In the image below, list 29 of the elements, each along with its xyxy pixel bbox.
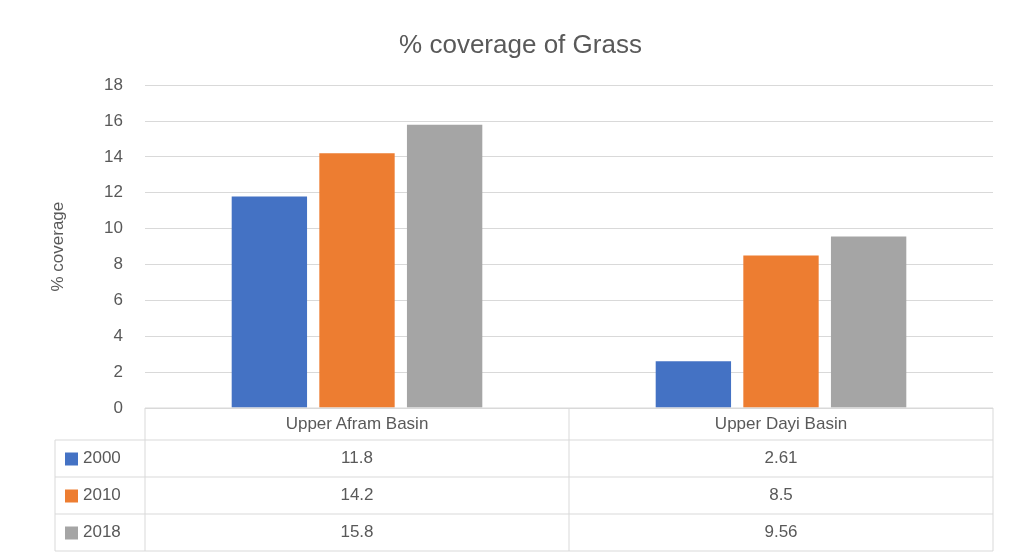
data-label: 2.61 xyxy=(764,448,798,468)
chart-title: % coverage of Grass xyxy=(399,28,642,59)
legend-label: 2000 xyxy=(83,448,121,468)
y-tick-label: 16 xyxy=(104,110,123,130)
data-label: 8.5 xyxy=(769,485,793,505)
y-tick-label: 10 xyxy=(104,218,123,238)
legend-label: 2010 xyxy=(83,485,121,505)
data-label: 9.56 xyxy=(764,522,798,542)
bar xyxy=(406,124,483,408)
bar xyxy=(655,361,732,408)
y-tick-label: 14 xyxy=(104,146,123,166)
y-tick-label: 4 xyxy=(113,325,123,345)
data-label: 11.8 xyxy=(341,448,373,468)
bar xyxy=(830,236,907,408)
legend-label: 2018 xyxy=(83,522,121,542)
y-axis-title: % coverage xyxy=(47,201,67,292)
data-label: 15.8 xyxy=(340,522,374,542)
bar xyxy=(743,255,819,408)
data-label: 14.2 xyxy=(340,485,374,505)
bar xyxy=(231,196,308,408)
y-tick-label: 0 xyxy=(113,397,123,417)
y-tick-label: 18 xyxy=(104,74,123,94)
bar xyxy=(319,153,395,408)
y-tick-label: 12 xyxy=(104,182,123,202)
y-tick-label: 2 xyxy=(113,361,123,381)
x-tick-label: Upper Dayi Basin xyxy=(714,413,848,433)
y-tick-label: 8 xyxy=(113,254,123,274)
x-tick-label: Upper Afram Basin xyxy=(285,413,429,433)
y-tick-label: 6 xyxy=(113,290,123,310)
